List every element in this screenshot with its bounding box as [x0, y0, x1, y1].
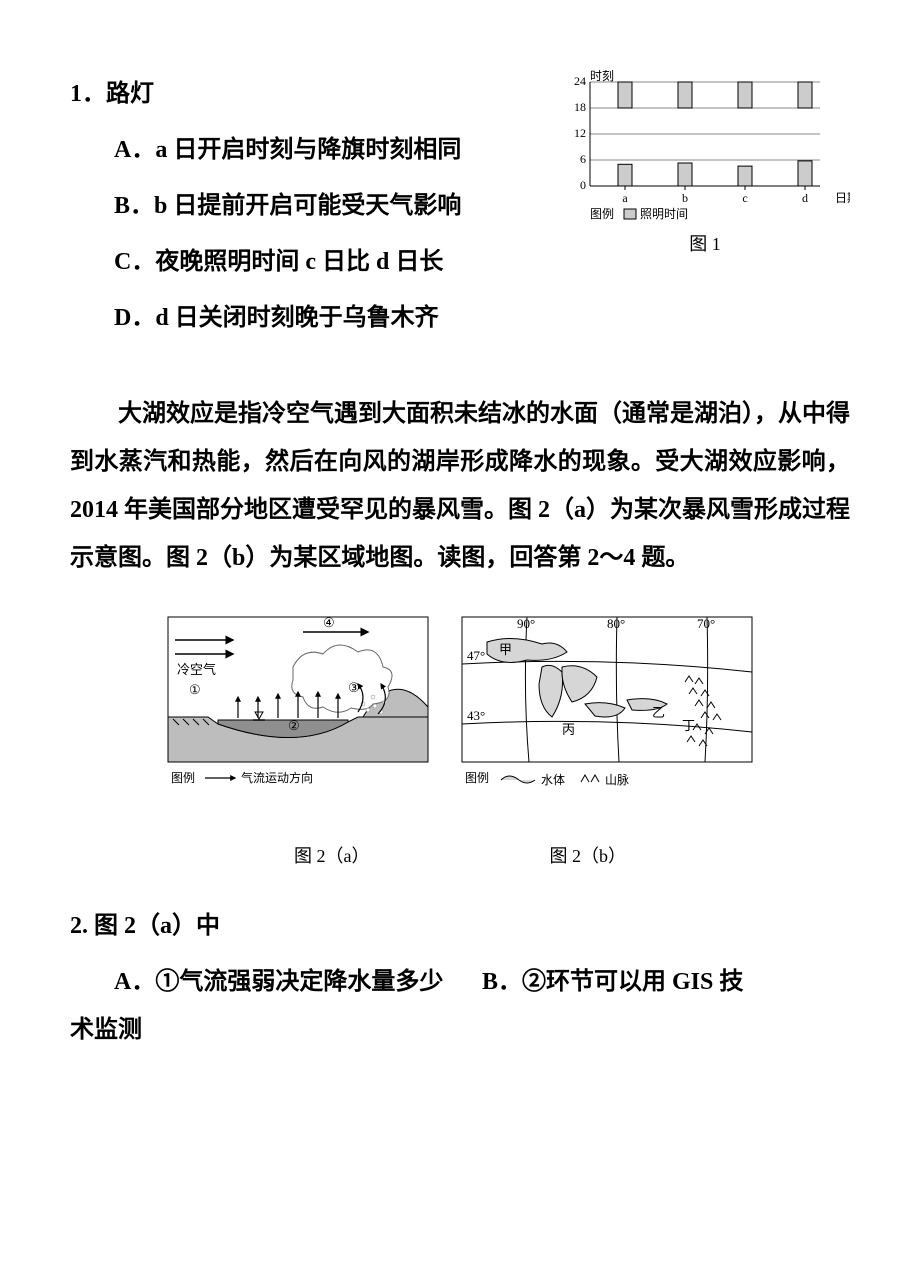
fig2b-lat-47: 47°	[467, 648, 485, 663]
fig1-ytick-0: 0	[580, 178, 586, 192]
fig2b-legend-water-icon	[501, 776, 535, 783]
fig1-legend-swatch	[624, 209, 636, 219]
q1-number: 1．	[70, 81, 106, 107]
q1-option-a: A．a 日开启时刻与降旗时刻相同	[114, 126, 540, 174]
fig1-xtick-a: a	[622, 191, 628, 205]
fig2a-marker-4: ④	[323, 615, 335, 630]
fig1-ytick-6: 6	[580, 152, 586, 166]
fig1-legend-item: 照明时间	[640, 207, 688, 220]
figure-2a-caption: 图 2（a）	[294, 838, 370, 874]
fig2b-legend-title: 图例	[465, 771, 489, 785]
figure-2b-caption: 图 2（b）	[550, 838, 627, 874]
fig2a-coldair-label: 冷空气	[177, 662, 216, 677]
fig1-xtick-c: c	[742, 191, 747, 205]
fig2b-label-ding: 丁	[682, 718, 695, 733]
figure-1-container: 时刻 0 6 12 18 24	[560, 70, 850, 262]
fig1-xtick-d: d	[802, 191, 808, 205]
fig2b-label-bing: 丙	[562, 722, 575, 737]
fig2b-legend-mountain-icon	[581, 775, 599, 782]
fig2a-marker-1: ①	[189, 682, 201, 697]
fig2b-lon-90: 90°	[517, 616, 535, 631]
q1-option-b: B．b 日提前开启可能受天气影响	[114, 182, 540, 230]
q1-option-d: D．d 日关闭时刻晚于乌鲁木齐	[114, 294, 540, 342]
q2-stem: 图 2（a）中	[94, 913, 220, 939]
fig1-ytick-18: 18	[574, 100, 586, 114]
figure-2b: 90° 80° 70° 47° 43° 甲 乙 丙 丁	[457, 612, 757, 792]
q1-stem: 路灯	[106, 81, 154, 107]
q1-line: 1．路灯	[70, 70, 540, 118]
fig2b-legend-mountain: 山脉	[605, 772, 629, 787]
fig1-bar-c-high	[738, 82, 752, 108]
fig2b-lake-michigan	[539, 665, 563, 717]
q2-number: 2.	[70, 913, 88, 939]
figure-2-row: 冷空气 ① ④ ② ③ 图例 气流运动方向	[70, 612, 850, 792]
q2-option-b-line1: B．②环节可以用 GIS 技	[482, 958, 850, 1006]
fig2b-lat-43: 43°	[467, 708, 485, 723]
fig1-legend-title: 图例	[590, 207, 614, 220]
fig2b-lon-70: 70°	[697, 616, 715, 631]
fig2a-marker-3: ③	[348, 680, 360, 695]
fig2b-mountains	[685, 676, 721, 746]
figure-1-caption: 图 1	[689, 226, 721, 262]
fig1-bar-a-high	[618, 82, 632, 108]
fig1-ytick-12: 12	[574, 126, 586, 140]
fig1-y-label: 时刻	[590, 70, 614, 83]
fig2a-water-marker	[255, 712, 263, 719]
fig1-bar-b-low	[678, 163, 692, 186]
fig2b-label-jia: 甲	[499, 642, 512, 657]
fig1-bar-b-high	[678, 82, 692, 108]
q1-option-c: C．夜晚照明时间 c 日比 d 日长	[114, 238, 540, 286]
q2-line: 2. 图 2（a）中	[70, 902, 850, 950]
fig1-x-label: 日期	[835, 191, 850, 205]
fig2a-cloud	[292, 645, 392, 712]
fig1-bar-d-high	[798, 82, 812, 108]
fig2b-lake-erie	[585, 703, 625, 717]
fig2b-lon-80: 80°	[607, 616, 625, 631]
fig1-ytick-24: 24	[574, 74, 586, 88]
fig2a-legend-arrow: 气流运动方向	[241, 770, 313, 785]
q2-option-a: A．①气流强弱决定降水量多少	[114, 958, 482, 1006]
fig1-bar-a-low	[618, 164, 632, 186]
fig2a-legend-title: 图例	[171, 771, 195, 785]
fig1-bar-d-low	[798, 161, 812, 186]
figure-2a: 冷空气 ① ④ ② ③ 图例 气流运动方向	[163, 612, 433, 792]
fig2a-marker-2: ②	[288, 718, 300, 733]
fig2b-legend-water: 水体	[541, 773, 565, 787]
fig1-bar-c-low	[738, 166, 752, 186]
fig2b-lake-huron	[562, 666, 597, 702]
figure-1-chart: 时刻 0 6 12 18 24	[560, 70, 850, 220]
passage-text: 大湖效应是指冷空气遇到大面积未结冰的水面（通常是湖泊），从中得到水蒸汽和热能，然…	[70, 390, 850, 582]
fig2b-label-yi: 乙	[652, 705, 665, 720]
q2-option-b-line2: 术监测	[70, 1006, 850, 1054]
fig1-xtick-b: b	[682, 191, 688, 205]
